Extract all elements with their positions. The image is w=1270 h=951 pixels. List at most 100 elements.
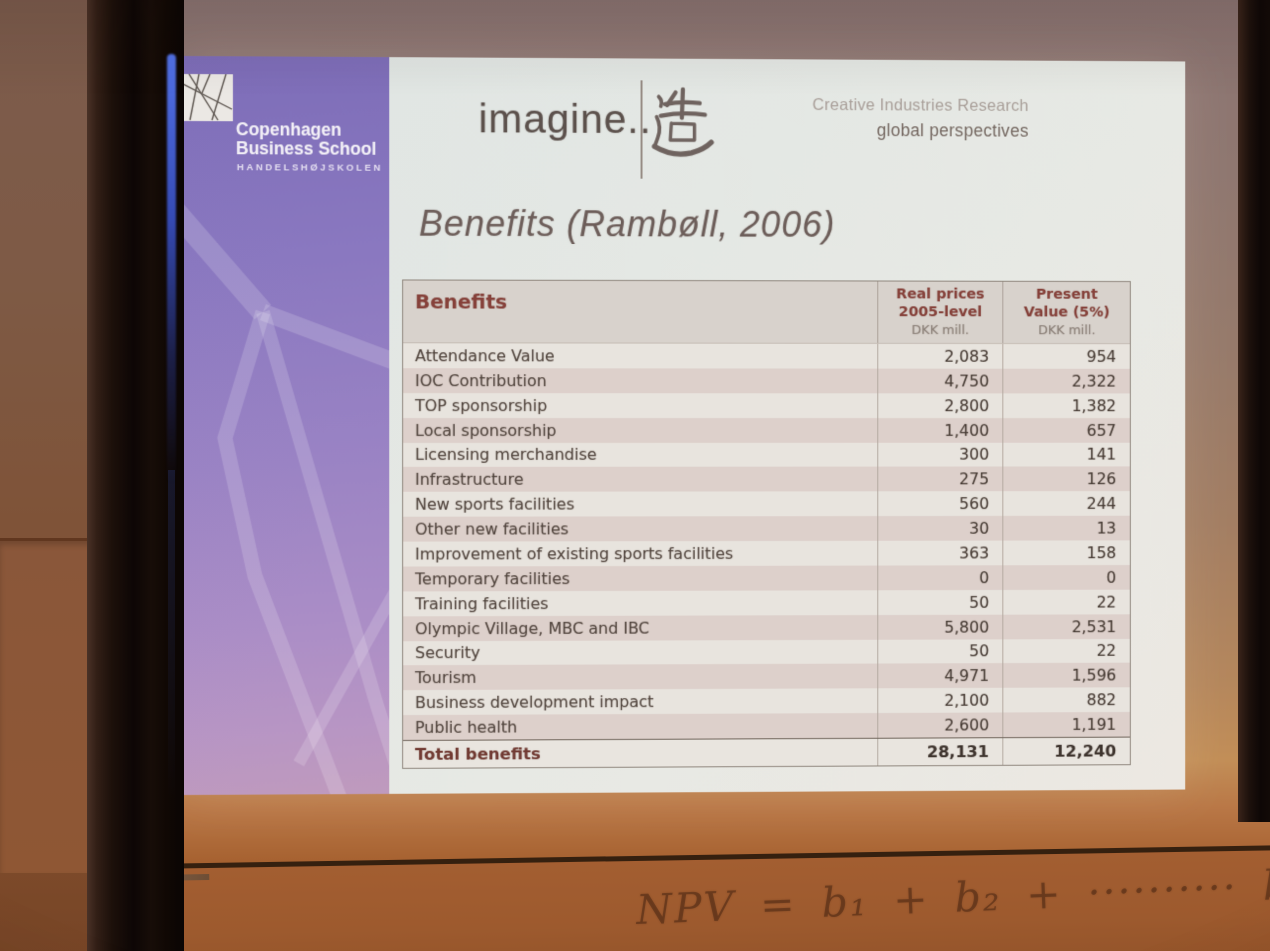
row-present-value: 13 [1002, 515, 1130, 541]
org-name-block: Creative Industries Research global pers… [812, 96, 1028, 141]
table-row: Improvement of existing sports facilitie… [403, 540, 1130, 567]
row-real-value: 5,800 [876, 614, 1003, 640]
header-present-value: Present Value (5%) DKK mill. [1002, 281, 1130, 344]
table-row: Infrastructure 275 126 [403, 466, 1130, 493]
header-real-unit: DKK mill. [911, 322, 970, 338]
row-present-value: 22 [1002, 589, 1130, 615]
row-real-value: 30 [876, 516, 1003, 541]
cbs-wordmark-line1: Copenhagen [235, 119, 342, 140]
row-present-value: 1,596 [1002, 663, 1130, 689]
row-present-value: 882 [1002, 687, 1130, 713]
row-label: Attendance Value [415, 346, 555, 366]
table-row: Other new facilities 30 13 [403, 515, 1130, 542]
table-row: Local sponsorship 1,400 657 [403, 417, 1130, 443]
row-real-value: 2,100 [876, 688, 1003, 714]
table-row: Public health 2,600 1,191 [403, 712, 1130, 740]
row-label: Licensing merchandise [415, 445, 597, 465]
row-real-value: 0 [876, 565, 1003, 591]
header-present-unit: DKK mill. [1038, 322, 1096, 338]
cbs-subtitle: HANDELSHØJSKOLEN [236, 162, 383, 174]
blue-light-reflection [167, 54, 176, 484]
row-present-value: 1,191 [1002, 712, 1130, 738]
table-header-row: Benefits Real prices 2005-level DKK mill… [403, 280, 1130, 345]
imagine-wordmark: imagine.. [478, 95, 652, 142]
row-real-value: 300 [876, 442, 1003, 467]
row-label: Improvement of existing sports facilitie… [415, 543, 734, 564]
row-label: Public health [415, 717, 518, 737]
header-present-line2: Value (5%) [1023, 304, 1110, 321]
cbs-logo-mark [183, 73, 233, 122]
table-row: Attendance Value 2,083 954 [403, 343, 1130, 369]
row-real-value: 2,800 [876, 393, 1003, 418]
row-real-value: 363 [876, 540, 1003, 566]
row-present-value: 126 [1002, 466, 1130, 492]
row-present-value: 1,382 [1002, 393, 1130, 418]
row-label: New sports facilities [415, 494, 575, 514]
row-real-value: 275 [876, 466, 1003, 492]
row-label: Training facilities [415, 593, 549, 614]
table-row: Licensing merchandise 300 141 [403, 442, 1130, 468]
row-label: Other new facilities [415, 519, 569, 539]
total-label: Total benefits [415, 744, 541, 764]
total-real-value: 28,131 [876, 738, 1003, 766]
header-benefits: Benefits [415, 289, 508, 314]
brand-divider-line [640, 80, 643, 179]
row-present-value: 2,322 [1002, 368, 1130, 394]
table-row: Tourism 4,971 1,596 [403, 663, 1130, 691]
header-real-line2: 2005-level [898, 304, 983, 321]
header-present-line1: Present [1035, 286, 1098, 303]
table-row: Security 50 22 [403, 638, 1130, 666]
row-real-value: 1,400 [876, 417, 1003, 443]
org-line1: Creative Industries Research [812, 96, 1029, 115]
table-row: IOC Contribution 4,750 2,322 [403, 368, 1130, 394]
row-real-value: 4,971 [876, 663, 1003, 689]
table-row: Business development impact 2,100 882 [403, 687, 1130, 716]
row-present-value: 22 [1002, 638, 1130, 664]
cbs-twig-lines-icon [183, 73, 233, 121]
row-present-value: 158 [1002, 540, 1130, 566]
table-row: New sports facilities 560 244 [403, 491, 1130, 517]
table-rows: Attendance Value 2,083 954 IOC Contribut… [403, 343, 1130, 740]
cbs-wordmark: Copenhagen Business School [235, 119, 377, 159]
benefits-table: Benefits Real prices 2005-level DKK mill… [402, 279, 1131, 769]
right-frame-edge [1238, 0, 1270, 822]
row-present-value: 954 [1002, 343, 1130, 369]
row-real-value: 4,750 [876, 368, 1003, 394]
row-real-value: 2,083 [876, 343, 1003, 369]
dark-pillar [87, 0, 184, 951]
slide-title: Benefits (Rambøll, 2006) [418, 202, 836, 245]
row-real-value: 560 [876, 491, 1003, 517]
table-total-row: Total benefits 28,131 12,240 [403, 736, 1130, 768]
row-label: Business development impact [415, 692, 654, 713]
row-present-value: 2,531 [1002, 613, 1130, 639]
row-real-value: 50 [876, 589, 1003, 615]
cjk-mark-icon [651, 83, 714, 167]
total-present-value: 12,240 [1002, 737, 1130, 765]
row-label: Local sponsorship [415, 420, 557, 440]
row-label: Infrastructure [415, 470, 524, 490]
row-present-value: 0 [1002, 564, 1130, 590]
table-row: Temporary facilities 0 0 [403, 564, 1130, 592]
row-present-value: 657 [1002, 417, 1130, 443]
row-real-value: 50 [876, 638, 1003, 664]
cbs-twig-pattern [183, 196, 389, 795]
row-label: TOP sponsorship [415, 395, 548, 415]
slide-purple-sidebar: Copenhagen Business School HANDELSHØJSKO… [183, 56, 390, 795]
row-real-value: 2,600 [876, 712, 1003, 738]
blue-light-reflection-faint [168, 470, 175, 800]
header-real-line1: Real prices [896, 286, 985, 303]
row-label: Security [415, 643, 481, 663]
row-label: Olympic Village, MBC and IBC [415, 618, 650, 638]
cbs-wordmark-line2: Business School [235, 138, 377, 159]
row-present-value: 244 [1002, 491, 1130, 517]
row-label: Temporary facilities [415, 568, 570, 589]
header-real-prices: Real prices 2005-level DKK mill. [876, 281, 1003, 344]
row-label: Tourism [415, 668, 477, 688]
projected-slide: Copenhagen Business School HANDELSHØJSKO… [183, 56, 1186, 795]
table-row: TOP sponsorship 2,800 1,382 [403, 392, 1130, 418]
row-present-value: 141 [1002, 442, 1130, 467]
table-row: Training facilities 50 22 [403, 589, 1130, 617]
org-line2: global perspectives [876, 120, 1029, 141]
row-label: IOC Contribution [415, 371, 547, 391]
table-row: Olympic Village, MBC and IBC 5,800 2,531 [403, 613, 1130, 641]
